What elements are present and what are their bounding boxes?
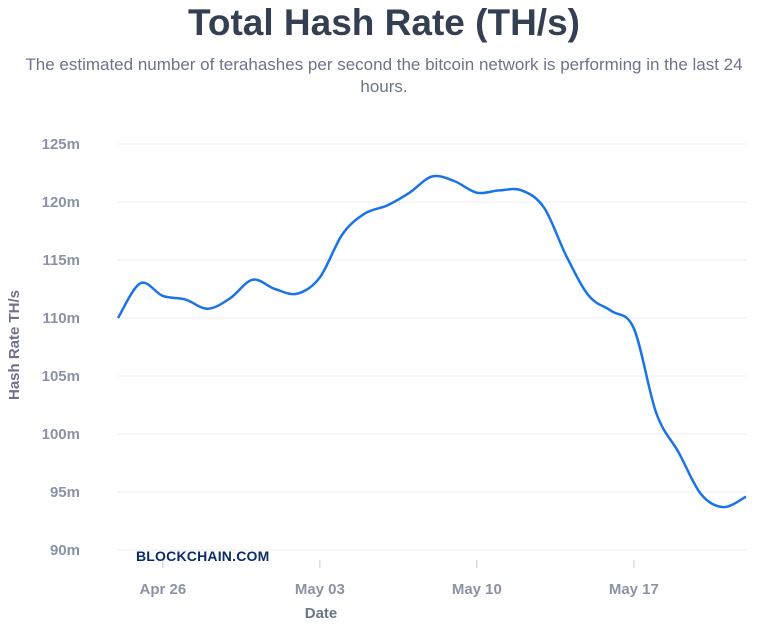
x-tick-label: May 17 <box>609 581 659 598</box>
y-tick-label: 90m <box>50 542 80 559</box>
y-tick-label: 115m <box>42 252 80 269</box>
y-axis-label: Hash Rate TH/s <box>6 290 23 400</box>
blockchain-watermark: BLOCKCHAIN.COM <box>136 548 269 564</box>
y-tick-label: 100m <box>42 426 80 443</box>
y-tick-label: 110m <box>42 310 80 327</box>
y-tick-label: 125m <box>42 136 80 153</box>
x-axis-label: Date <box>305 605 338 622</box>
chart-subtitle: The estimated number of terahashes per s… <box>25 55 743 96</box>
x-tick-label: May 10 <box>452 581 502 598</box>
y-tick-label: 95m <box>50 484 80 501</box>
hash-rate-line <box>116 174 747 509</box>
x-tick-label: May 03 <box>295 581 345 598</box>
y-tick-label: 105m <box>42 368 80 385</box>
x-tick-label: Apr 26 <box>140 581 187 598</box>
chart-title: Total Hash Rate (TH/s) <box>188 2 580 43</box>
y-tick-label: 120m <box>42 194 80 211</box>
